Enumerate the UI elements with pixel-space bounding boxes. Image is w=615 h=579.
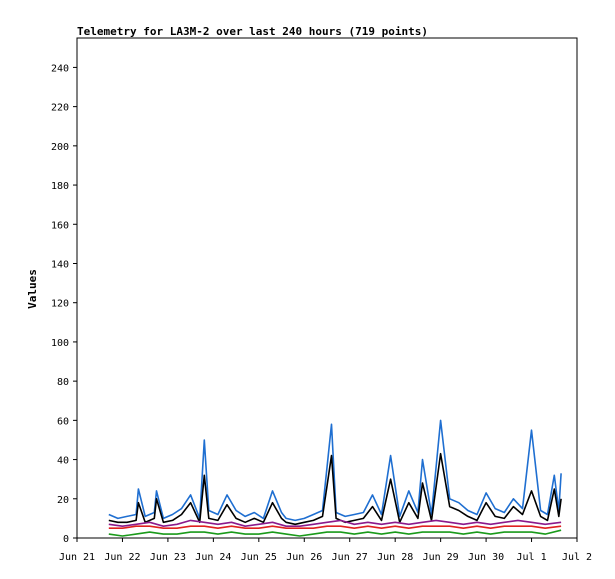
plot-frame xyxy=(76,37,578,539)
y-tick-label: 20 xyxy=(57,495,69,506)
series-line-0 xyxy=(108,419,562,522)
y-tick-label: 200 xyxy=(51,142,69,153)
x-tick-label: Jun 29 xyxy=(423,552,459,563)
y-tick-label: 180 xyxy=(51,181,69,192)
y-tick-label: 100 xyxy=(51,338,69,349)
y-tick-label: 120 xyxy=(51,299,69,310)
x-tick-label: Jun 23 xyxy=(150,552,186,563)
x-tick-label: Jul 1 xyxy=(516,552,546,563)
axis-layer: 0 20 40 60 80 100 120 140 160 180 200 220 240 Jun 21 J… xyxy=(51,63,592,563)
y-tick-label: 0 xyxy=(63,534,69,545)
series-line-2 xyxy=(108,519,562,528)
y-tick-label: 40 xyxy=(57,456,69,467)
y-axis-title: Values xyxy=(26,269,39,309)
y-tick-label: 160 xyxy=(51,220,69,231)
x-tick-label: Jun 21 xyxy=(59,552,95,563)
series-line-3 xyxy=(108,525,562,530)
y-tick-label: 140 xyxy=(51,259,69,270)
x-tick-label: Jun 26 xyxy=(286,552,322,563)
x-tick-label: Jun 28 xyxy=(377,552,413,563)
x-tick-label: Jun 27 xyxy=(332,552,368,563)
x-tick-label: Jun 24 xyxy=(195,552,231,563)
y-tick-label: 80 xyxy=(57,377,69,388)
chart-title: Telemetry for LA3M-2 over last 240 hours… xyxy=(77,25,428,38)
series-layer xyxy=(108,419,562,537)
x-tick-label: Jun 30 xyxy=(468,552,504,563)
series-line-1 xyxy=(108,452,562,526)
y-tick-label: 240 xyxy=(51,63,69,74)
y-tick-label: 220 xyxy=(51,103,69,114)
series-line-4 xyxy=(108,529,562,537)
x-tick-label: Jul 2 xyxy=(562,552,592,563)
x-tick-label: Jun 25 xyxy=(241,552,277,563)
x-tick-label: Jun 22 xyxy=(104,552,140,563)
y-tick-label: 60 xyxy=(57,416,69,427)
